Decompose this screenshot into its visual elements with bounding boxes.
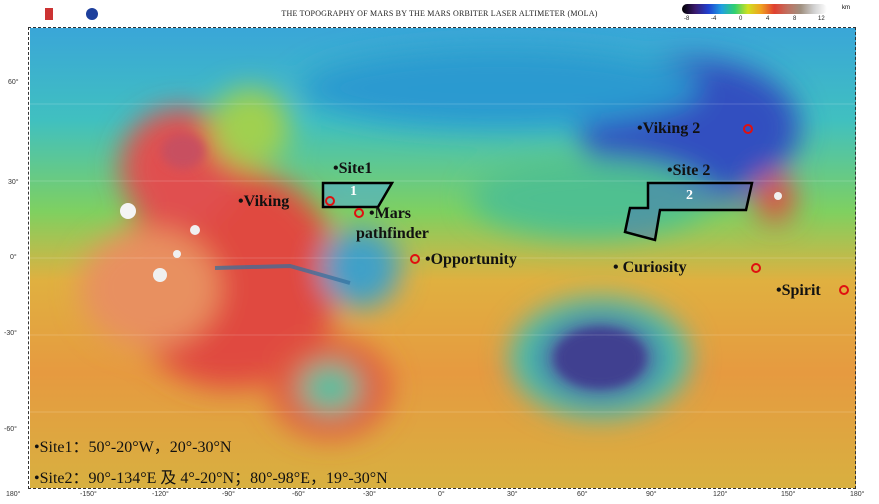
scale-tick: 12 (818, 16, 825, 22)
site1-region (321, 181, 395, 209)
scale-tick: 8 (793, 16, 797, 22)
lon-label: -150° (80, 491, 97, 498)
lon-label: 180° (850, 491, 865, 498)
scale-tick: -8 (684, 16, 690, 22)
curiosity-marker (751, 263, 761, 273)
lon-label: 60° (577, 491, 588, 498)
lat-label: 0° (10, 254, 17, 261)
site2-region (623, 181, 754, 242)
spirit-label: •Spirit (776, 282, 821, 299)
viking-marker (325, 196, 335, 206)
lon-label: 120° (713, 491, 728, 498)
elevation-color-scale (682, 4, 827, 14)
site2-label: •Site 2 (667, 162, 711, 179)
viking2-label: •Viking 2 (637, 120, 701, 137)
lon-label: -30° (363, 491, 376, 498)
lon-label: -60° (292, 491, 305, 498)
map-frame (28, 27, 856, 489)
site2-description: •Site2：90°-134°E 及 4°-20°N；80°-98°E，19°-… (34, 470, 388, 487)
pathfinder-label: •Mars (369, 205, 412, 222)
lat-label: 60° (8, 79, 19, 86)
site1-description: •Site1：50°-20°W，20°-30°N (34, 439, 232, 456)
site1-box-number: 1 (350, 184, 357, 199)
curiosity-label: • Curiosity (613, 259, 687, 276)
scale-tick: 4 (766, 16, 770, 22)
lat-label: -30° (4, 330, 17, 337)
lat-label: 30° (8, 179, 19, 186)
lon-label: 0° (438, 491, 445, 498)
lat-label: -60° (4, 426, 17, 433)
scale-tick: 0 (739, 16, 743, 22)
opportunity-marker (410, 254, 420, 264)
viking-label: •Viking (238, 193, 290, 210)
spirit-marker (839, 285, 849, 295)
mars-topography-map (30, 28, 856, 488)
scale-tick: -4 (711, 16, 717, 22)
lon-label: 30° (507, 491, 518, 498)
scale-unit: km (842, 5, 850, 11)
pathfinder-label-line2: pathfinder (356, 225, 429, 242)
viking2-marker (743, 124, 753, 134)
lon-label: 180° (6, 491, 21, 498)
nasa-logo (86, 8, 98, 20)
site1-label: •Site1 (333, 160, 373, 177)
pathfinder-marker (354, 208, 364, 218)
opportunity-label: •Opportunity (425, 251, 517, 268)
site2-box-number: 2 (686, 188, 693, 203)
lon-label: -90° (222, 491, 235, 498)
lon-label: -120° (152, 491, 169, 498)
lon-label: 90° (646, 491, 657, 498)
map-title: THE TOPOGRAPHY OF MARS BY THE MARS ORBIT… (281, 9, 598, 18)
institution-logo (45, 8, 53, 20)
lon-label: 150° (781, 491, 796, 498)
